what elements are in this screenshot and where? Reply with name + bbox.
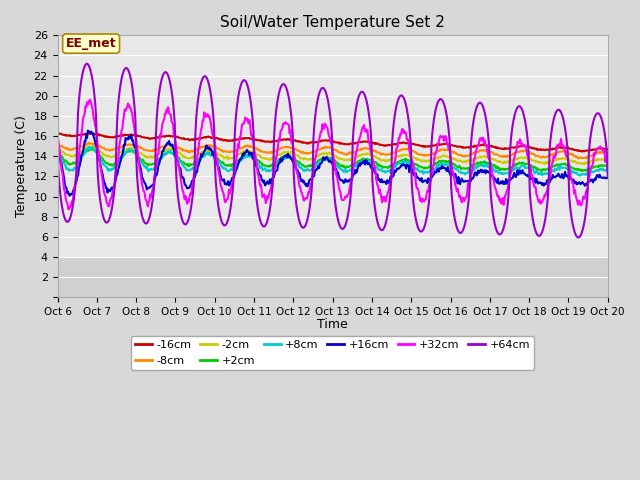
- -16cm: [553, 145, 561, 151]
- +16cm: [84, 128, 92, 133]
- +64cm: [574, 235, 582, 240]
- Title: Soil/Water Temperature Set 2: Soil/Water Temperature Set 2: [220, 15, 445, 30]
- +32cm: [65, 206, 73, 212]
- +8cm: [54, 147, 61, 153]
- -2cm: [553, 157, 561, 163]
- +64cm: [69, 202, 77, 207]
- +32cm: [604, 168, 612, 173]
- -16cm: [202, 134, 209, 140]
- -8cm: [144, 148, 152, 154]
- +64cm: [202, 73, 209, 79]
- -16cm: [54, 131, 61, 136]
- +2cm: [144, 162, 152, 168]
- -16cm: [604, 146, 612, 152]
- -16cm: [518, 143, 525, 149]
- +8cm: [69, 168, 77, 173]
- Line: +32cm: +32cm: [58, 100, 608, 209]
- +2cm: [604, 165, 612, 170]
- +64cm: [604, 173, 612, 179]
- -16cm: [144, 135, 152, 141]
- Line: +8cm: +8cm: [58, 147, 608, 176]
- -16cm: [578, 149, 586, 155]
- +2cm: [69, 159, 77, 165]
- -2cm: [89, 144, 97, 149]
- -8cm: [69, 147, 77, 153]
- +16cm: [54, 142, 61, 148]
- +64cm: [234, 96, 242, 102]
- +32cm: [86, 97, 93, 103]
- -2cm: [202, 147, 209, 153]
- +32cm: [202, 114, 210, 120]
- +16cm: [66, 193, 74, 199]
- -8cm: [234, 145, 242, 151]
- -2cm: [604, 158, 612, 164]
- +16cm: [235, 160, 243, 166]
- +64cm: [83, 61, 91, 67]
- +16cm: [202, 144, 210, 149]
- -8cm: [85, 140, 93, 146]
- +16cm: [604, 175, 612, 180]
- +32cm: [235, 144, 243, 150]
- -8cm: [54, 142, 61, 148]
- X-axis label: Time: Time: [317, 318, 348, 331]
- -16cm: [69, 133, 77, 139]
- +2cm: [538, 168, 546, 174]
- +64cm: [144, 219, 152, 225]
- +16cm: [518, 168, 526, 173]
- +8cm: [576, 173, 584, 179]
- -2cm: [518, 155, 525, 160]
- +32cm: [145, 199, 152, 205]
- -8cm: [518, 148, 525, 154]
- +64cm: [518, 106, 525, 111]
- +8cm: [553, 167, 561, 172]
- Line: -8cm: -8cm: [58, 143, 608, 158]
- +8cm: [85, 144, 93, 150]
- +16cm: [554, 171, 561, 177]
- Text: EE_met: EE_met: [66, 37, 116, 50]
- -8cm: [553, 149, 561, 155]
- Y-axis label: Temperature (C): Temperature (C): [15, 115, 28, 217]
- +32cm: [518, 141, 526, 147]
- +32cm: [70, 186, 78, 192]
- +32cm: [554, 143, 561, 148]
- -2cm: [69, 153, 77, 159]
- -2cm: [54, 145, 61, 151]
- -8cm: [604, 151, 612, 157]
- +8cm: [604, 168, 612, 174]
- +2cm: [554, 161, 561, 167]
- +2cm: [202, 151, 209, 157]
- Line: +64cm: +64cm: [58, 64, 608, 238]
- +8cm: [234, 160, 242, 166]
- +2cm: [518, 160, 525, 166]
- -8cm: [202, 143, 209, 149]
- -8cm: [575, 156, 583, 161]
- Line: -16cm: -16cm: [58, 133, 608, 152]
- -2cm: [234, 152, 242, 158]
- Bar: [58, 257, 608, 297]
- -2cm: [581, 161, 589, 167]
- +2cm: [87, 146, 95, 152]
- +8cm: [518, 162, 525, 168]
- +8cm: [144, 166, 152, 172]
- +64cm: [553, 108, 561, 114]
- Line: -2cm: -2cm: [58, 146, 608, 164]
- +8cm: [202, 153, 209, 158]
- -16cm: [234, 136, 242, 142]
- Line: +2cm: +2cm: [58, 149, 608, 171]
- +16cm: [70, 189, 78, 194]
- Legend: -16cm, -8cm, -2cm, +2cm, +8cm, +16cm, +32cm, +64cm: -16cm, -8cm, -2cm, +2cm, +8cm, +16cm, +3…: [131, 336, 534, 370]
- -16cm: [84, 131, 92, 136]
- Line: +16cm: +16cm: [58, 131, 608, 196]
- +2cm: [54, 149, 61, 155]
- +16cm: [145, 185, 152, 191]
- -2cm: [144, 155, 152, 160]
- +2cm: [234, 157, 242, 163]
- +32cm: [54, 130, 61, 136]
- +64cm: [54, 138, 61, 144]
